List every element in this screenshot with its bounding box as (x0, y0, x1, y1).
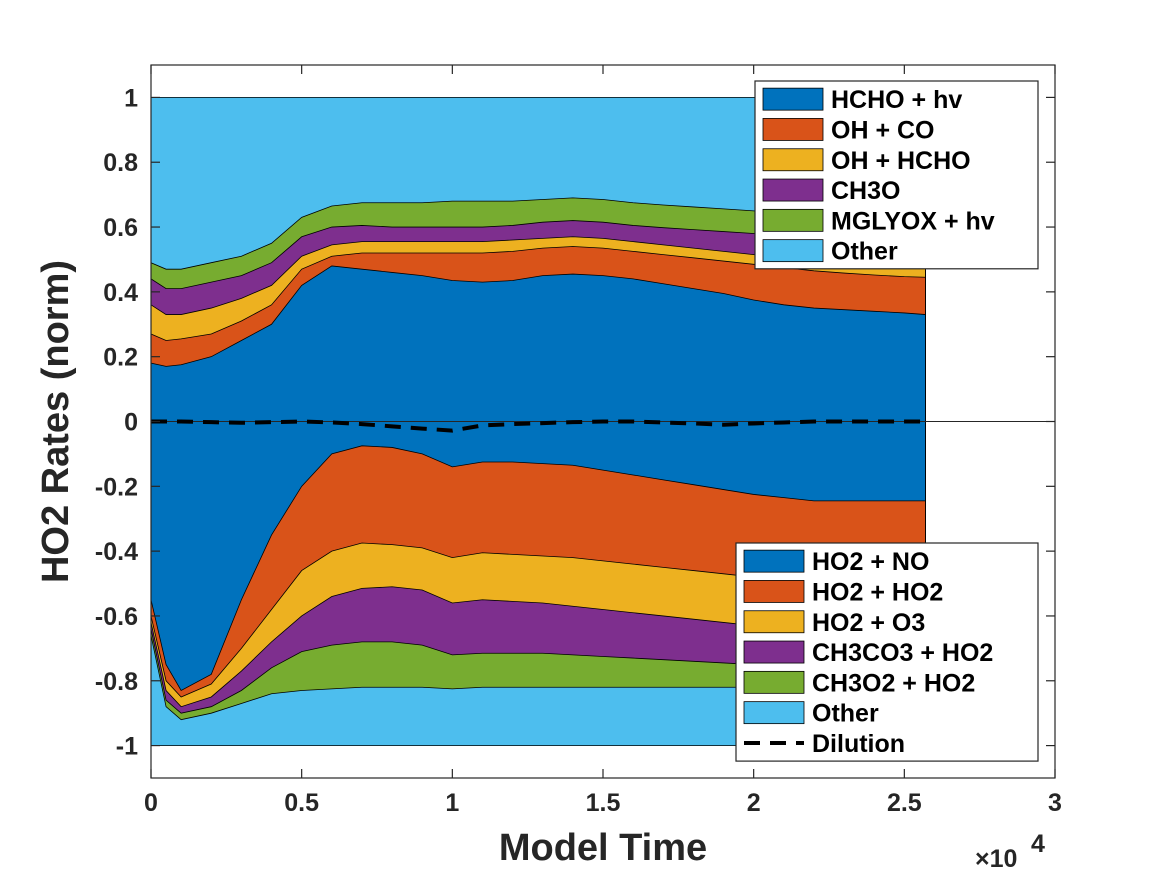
x-tick-label: 2 (747, 789, 761, 817)
legend-label-dilution: Dilution (812, 730, 905, 758)
y-tick-label: -0.4 (95, 538, 138, 566)
legend-label-other: Other (831, 238, 898, 266)
y-tick-label: -1 (116, 733, 138, 761)
y-tick-label: 0.8 (103, 149, 138, 177)
x-tick-label: 1.5 (586, 789, 621, 817)
y-tick-label: 0 (124, 409, 138, 437)
legend-label-oh-co: OH + CO (831, 116, 935, 144)
loss-areas (150, 421, 926, 746)
y-tick-label: -0.2 (95, 473, 138, 501)
x-axis-label: Model Time (499, 827, 707, 869)
ticks: 0 0.5 1 1.5 2 2.5 3 1 0.8 0.6 0.4 0.2 0 -0.2 -0.4 -0.6 -… (95, 65, 1062, 817)
y-tick-label: 0.4 (103, 279, 138, 307)
legend-label-other: Other (812, 700, 879, 728)
legend-swatch-other (743, 701, 805, 725)
loss-area-ho2-no (150, 421, 926, 692)
legend-label-oh-hcho: OH + HCHO (831, 147, 971, 175)
legend-swatch-oh-co (762, 118, 824, 141)
legend-swatch-oh-hcho (762, 148, 824, 172)
x-tick-label: 0 (144, 789, 158, 817)
y-tick-label: 0.2 (103, 344, 138, 372)
legend-swatch-hcho-hv (762, 87, 824, 111)
y-tick-label: -0.8 (95, 668, 138, 696)
y-axis-label: HO2 Rates (norm) (35, 260, 77, 583)
x-tick-label: 2.5 (887, 789, 922, 817)
legend-swatch-ho2-no (743, 549, 805, 573)
legend-label-ho2-no: HO2 + NO (812, 548, 929, 576)
y-tick-label: 0.6 (103, 214, 138, 242)
legend-label-ch3o: CH3O (831, 177, 900, 205)
legend-swatch-ho2-o3 (743, 610, 805, 634)
production-area-hcho-hv (150, 265, 926, 422)
legend-label-mglyox-hv: MGLYOX + hv (831, 207, 995, 235)
x-tick-label: 3 (1048, 789, 1062, 817)
x-axis-exponent: ×10 4 (975, 830, 1045, 873)
dilution-series-line (151, 419, 926, 433)
legend-label-hcho-hv: HCHO + hv (831, 86, 962, 114)
legend-label-ho2-ho2: HO2 + HO2 (812, 578, 943, 606)
production-areas (150, 97, 926, 422)
x-tick-label: 0.5 (284, 789, 319, 817)
legend-label-ho2-o3: HO2 + O3 (812, 609, 925, 637)
legend-swatch-ho2-ho2 (743, 580, 805, 603)
x-exponent-power: 4 (1031, 830, 1045, 858)
legend-swatch-ch3o2-ho2 (743, 670, 805, 694)
legend-label-ch3co3-ho2: CH3CO3 + HO2 (812, 639, 993, 667)
legend-swatch-mglyox-hv (762, 208, 824, 232)
legend-label-ch3o2-ho2: CH3O2 + HO2 (812, 669, 975, 697)
legend-swatch-ch3o (762, 178, 824, 202)
legend-swatch-other (762, 239, 824, 263)
legend-box (754, 80, 1039, 270)
y-tick-label: -0.6 (95, 603, 138, 631)
legend-swatch-ch3co3-ho2 (743, 640, 805, 664)
x-tick-label: 1 (445, 789, 459, 817)
x-exponent-base: ×10 (975, 845, 1017, 873)
y-tick-label: 1 (124, 84, 138, 112)
